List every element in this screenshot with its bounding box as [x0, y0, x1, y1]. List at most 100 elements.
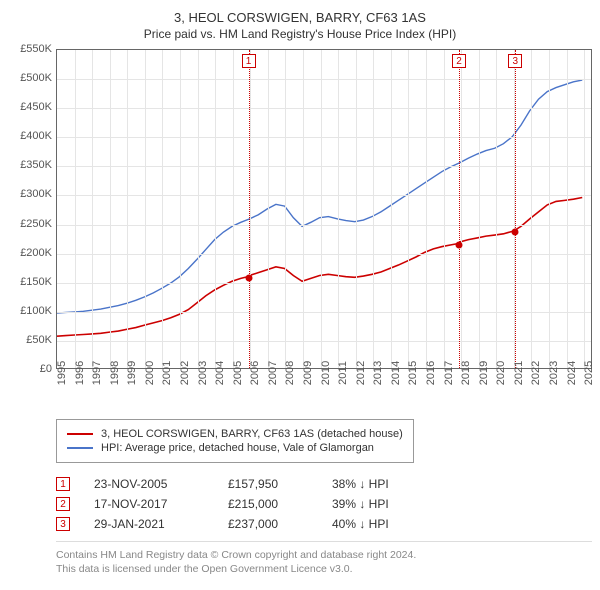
- marker-line: [459, 50, 460, 368]
- marker-dot: [456, 241, 463, 248]
- gridline-v: [321, 50, 322, 368]
- gridline-v: [479, 50, 480, 368]
- legend-swatch: [67, 447, 93, 449]
- gridline-v: [250, 50, 251, 368]
- marker-box: 2: [452, 54, 466, 68]
- series-svg: [57, 50, 591, 368]
- marker-dot: [245, 275, 252, 282]
- x-tick-label: 2009: [302, 361, 314, 385]
- gridline-v: [110, 50, 111, 368]
- x-tick-label: 2001: [161, 361, 173, 385]
- gridline-v: [75, 50, 76, 368]
- y-tick-label: £500K: [20, 72, 52, 84]
- marker-dot: [512, 229, 519, 236]
- x-tick-label: 2008: [284, 361, 296, 385]
- y-tick-label: £350K: [20, 159, 52, 171]
- x-tick-label: 2017: [443, 361, 455, 385]
- chart: £0£50K£100K£150K£200K£250K£300K£350K£400…: [8, 49, 592, 409]
- x-tick-label: 2020: [495, 361, 507, 385]
- x-tick-label: 2002: [179, 361, 191, 385]
- sale-hpi: 40% ↓ HPI: [332, 517, 432, 531]
- x-tick-label: 1999: [126, 361, 138, 385]
- y-tick-label: £0: [40, 363, 52, 375]
- sale-marker: 1: [56, 477, 70, 491]
- gridline-v: [373, 50, 374, 368]
- y-tick-label: £400K: [20, 130, 52, 142]
- gridline-v: [145, 50, 146, 368]
- gridline-v: [408, 50, 409, 368]
- x-tick-label: 2018: [460, 361, 472, 385]
- x-tick-label: 1997: [91, 361, 103, 385]
- y-tick-label: £50K: [26, 334, 52, 346]
- y-tick-label: £550K: [20, 43, 52, 55]
- chart-subtitle: Price paid vs. HM Land Registry's House …: [8, 27, 592, 41]
- x-tick-label: 2025: [583, 361, 595, 385]
- legend-label: HPI: Average price, detached house, Vale…: [101, 442, 374, 454]
- x-tick-label: 2010: [320, 361, 332, 385]
- footer: Contains HM Land Registry data © Crown c…: [56, 541, 592, 576]
- y-tick-label: £150K: [20, 276, 52, 288]
- x-tick-label: 1996: [74, 361, 86, 385]
- x-axis: 1995199619971998199920002001200220032004…: [56, 369, 592, 409]
- x-tick-label: 2021: [513, 361, 525, 385]
- marker-line: [515, 50, 516, 368]
- sale-row: 1 23-NOV-2005 £157,950 38% ↓ HPI: [56, 477, 592, 491]
- sale-hpi: 38% ↓ HPI: [332, 477, 432, 491]
- footer-line-2: This data is licensed under the Open Gov…: [56, 562, 592, 576]
- gridline-v: [285, 50, 286, 368]
- footer-line-1: Contains HM Land Registry data © Crown c…: [56, 548, 592, 562]
- gridline-h: [57, 108, 591, 109]
- gridline-v: [549, 50, 550, 368]
- gridline-h: [57, 225, 591, 226]
- sale-hpi: 39% ↓ HPI: [332, 497, 432, 511]
- x-tick-label: 2024: [566, 361, 578, 385]
- gridline-v: [531, 50, 532, 368]
- sale-date: 23-NOV-2005: [94, 477, 204, 491]
- x-tick-label: 2019: [478, 361, 490, 385]
- gridline-v: [303, 50, 304, 368]
- gridline-v: [461, 50, 462, 368]
- legend-swatch: [67, 433, 93, 435]
- x-tick-label: 2022: [530, 361, 542, 385]
- gridline-h: [57, 137, 591, 138]
- gridline-v: [426, 50, 427, 368]
- gridline-v: [356, 50, 357, 368]
- sale-row: 329-JAN-2021£237,00040% ↓ HPI: [56, 517, 592, 531]
- x-tick-label: 1998: [109, 361, 121, 385]
- gridline-v: [496, 50, 497, 368]
- gridline-h: [57, 79, 591, 80]
- gridline-v: [180, 50, 181, 368]
- sale-marker: 2: [56, 497, 70, 511]
- legend: 3, HEOL CORSWIGEN, BARRY, CF63 1AS (deta…: [56, 419, 414, 463]
- legend-row: 3, HEOL CORSWIGEN, BARRY, CF63 1AS (deta…: [67, 428, 403, 440]
- x-tick-label: 2007: [267, 361, 279, 385]
- x-tick-label: 1995: [56, 361, 68, 385]
- y-tick-label: £300K: [20, 188, 52, 200]
- gridline-v: [268, 50, 269, 368]
- y-tick-label: £250K: [20, 218, 52, 230]
- gridline-v: [127, 50, 128, 368]
- sales-list: 123-NOV-2005£157,95038% ↓ HPI217-NOV-201…: [8, 477, 592, 531]
- marker-line: [249, 50, 250, 368]
- gridline-v: [391, 50, 392, 368]
- marker-box: 3: [508, 54, 522, 68]
- y-tick-label: £200K: [20, 247, 52, 259]
- sale-price: £157,950: [228, 477, 308, 491]
- x-tick-label: 2004: [214, 361, 226, 385]
- gridline-v: [567, 50, 568, 368]
- x-tick-label: 2003: [197, 361, 209, 385]
- gridline-v: [584, 50, 585, 368]
- x-tick-label: 2006: [249, 361, 261, 385]
- gridline-h: [57, 254, 591, 255]
- legend-row: HPI: Average price, detached house, Vale…: [67, 442, 403, 454]
- legend-label: 3, HEOL CORSWIGEN, BARRY, CF63 1AS (deta…: [101, 428, 403, 440]
- gridline-v: [215, 50, 216, 368]
- sale-price: £237,000: [228, 517, 308, 531]
- gridline-v: [92, 50, 93, 368]
- gridline-v: [444, 50, 445, 368]
- gridline-v: [162, 50, 163, 368]
- x-tick-label: 2014: [390, 361, 402, 385]
- gridline-h: [57, 283, 591, 284]
- x-tick-label: 2023: [548, 361, 560, 385]
- x-tick-label: 2016: [425, 361, 437, 385]
